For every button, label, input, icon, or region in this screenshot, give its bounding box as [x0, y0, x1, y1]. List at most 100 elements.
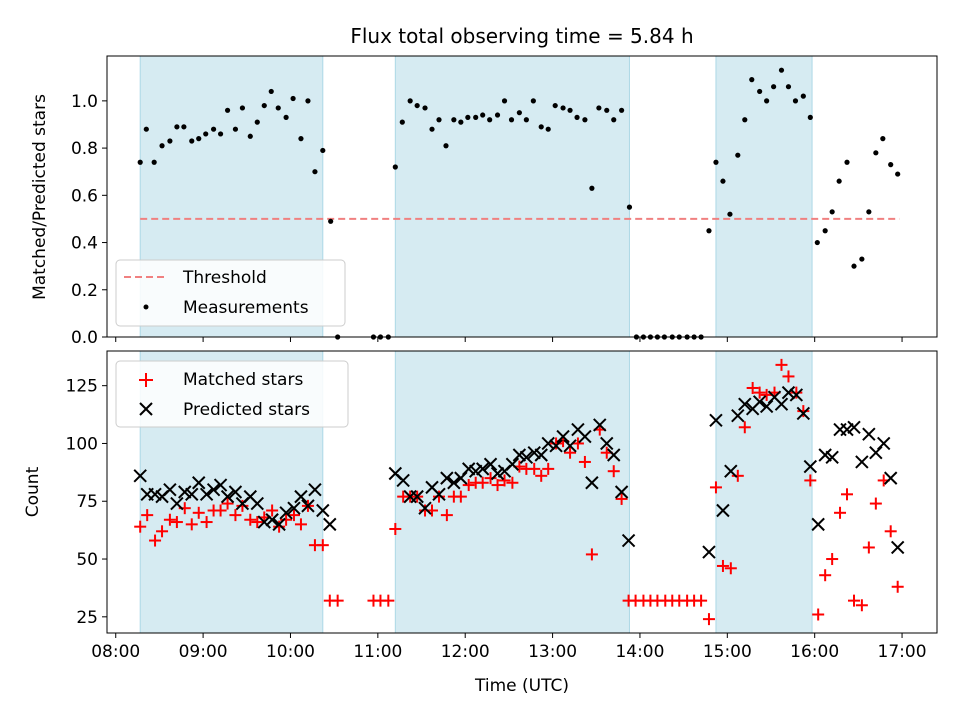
measurement-point: [596, 105, 602, 111]
matched-star-point: [462, 479, 475, 492]
matched-star-point: [535, 469, 548, 482]
legend-threshold-label: Threshold: [182, 268, 267, 288]
measurement-point: [859, 256, 865, 262]
x-tick-label: 15:00: [703, 642, 752, 662]
matched-star-point: [862, 541, 875, 554]
matched-star-point: [760, 388, 773, 401]
matched-star-point: [149, 534, 162, 547]
x-tick-label: 13:00: [528, 642, 577, 662]
matched-star-point: [855, 599, 868, 612]
measurement-point: [328, 218, 334, 224]
matched-star-point: [542, 462, 555, 475]
matched-star-point: [141, 509, 154, 522]
predicted-star-point: [724, 464, 738, 478]
y-tick-label: 25: [76, 608, 98, 628]
predicted-star-point: [213, 478, 228, 492]
matched-star-point: [214, 504, 227, 517]
measurement-point: [589, 185, 595, 191]
measurement-point: [275, 105, 281, 111]
measurement-point: [298, 136, 304, 142]
predicted-star-point: [781, 385, 796, 400]
matched-star-point: [884, 525, 897, 538]
predicted-star-point: [279, 506, 293, 520]
measurement-point: [167, 138, 173, 144]
predicted-star-point: [483, 457, 498, 471]
matched-star-point: [236, 499, 249, 512]
predicted-star-point: [614, 485, 629, 499]
predicted-star-point: [600, 436, 614, 451]
matched-star-point: [695, 594, 708, 607]
y-tick-label: 100: [66, 434, 98, 454]
measurement-point: [137, 159, 143, 165]
measurement-point: [626, 204, 633, 210]
measurement-point: [320, 147, 326, 154]
observing-window-2: [715, 55, 813, 338]
matched-star-point: [476, 476, 489, 489]
measurement-point: [429, 126, 435, 132]
predicted-star-point: [738, 397, 752, 411]
matched-star-point: [229, 509, 242, 522]
matched-star-point: [724, 562, 737, 575]
matched-star-point: [170, 516, 183, 529]
x-tick-label: 08:00: [91, 642, 140, 662]
bottom-legend-box: [115, 360, 349, 428]
top-legend: Threshold Measurements: [115, 259, 346, 327]
measurement-point: [407, 98, 413, 104]
top-axes-frame: [106, 55, 938, 338]
matched-star-point: [812, 608, 825, 621]
measurement-point: [895, 171, 901, 177]
matched-star-point: [891, 580, 904, 593]
matched-star-point: [156, 525, 169, 538]
y-tick-label: 0.8: [71, 139, 98, 159]
measurement-point: [436, 117, 442, 123]
predicted-star-point: [876, 436, 891, 451]
measurement-point: [567, 107, 573, 113]
measurement-point: [749, 77, 755, 83]
measurement-point: [210, 126, 217, 132]
matched-star-point: [506, 476, 519, 489]
measurement-point: [560, 105, 566, 111]
measurement-point: [465, 114, 471, 120]
predicted-star-point: [803, 459, 818, 474]
predicted-star-point: [709, 413, 723, 428]
matched-star-point: [738, 421, 751, 434]
predicted-star-point: [294, 489, 308, 504]
measurement-point: [545, 126, 551, 132]
matched-star-point: [615, 492, 628, 505]
measurement-point: [203, 131, 209, 137]
x-tick-label: 11:00: [353, 642, 402, 662]
measurement-point: [443, 143, 449, 149]
measurement-point: [516, 110, 522, 116]
top-legend-box: [115, 259, 346, 327]
predicted-star-point: [541, 436, 555, 451]
measurement-point: [844, 159, 850, 165]
y-tick-label: 125: [66, 377, 98, 397]
matched-star-point: [797, 405, 810, 418]
matched-star-point: [316, 539, 329, 552]
predicted-star-point: [825, 450, 839, 465]
predicted-star-point: [752, 395, 767, 409]
matched-star-point: [331, 594, 344, 607]
measurement-point: [814, 239, 820, 246]
matched-star-point: [287, 509, 300, 522]
matched-star-point: [848, 594, 860, 607]
top-x-axis-ticks: [115, 337, 903, 342]
predicted-star-point: [418, 501, 432, 515]
predicted-star-point: [228, 485, 243, 499]
measurement-point: [239, 105, 246, 111]
predicted-star-point: [192, 476, 206, 490]
predicted-star-point: [847, 420, 861, 434]
predicted-star-point: [621, 533, 636, 548]
predicted-star-point: [556, 429, 570, 444]
matched-star-point: [607, 465, 620, 478]
legend-predicted-label: Predicted stars: [183, 400, 310, 420]
bottom-axes-frame: [106, 350, 938, 634]
x-tick-label: 10:00: [266, 642, 315, 662]
predicted-star-point: [593, 418, 607, 432]
predicted-star-point: [883, 471, 898, 485]
predicted-star-point: [410, 489, 424, 504]
predicted-star-point: [890, 540, 905, 555]
measurement-point: [224, 107, 231, 113]
chart-title: Flux total observing time = 5.84 h: [350, 24, 693, 48]
